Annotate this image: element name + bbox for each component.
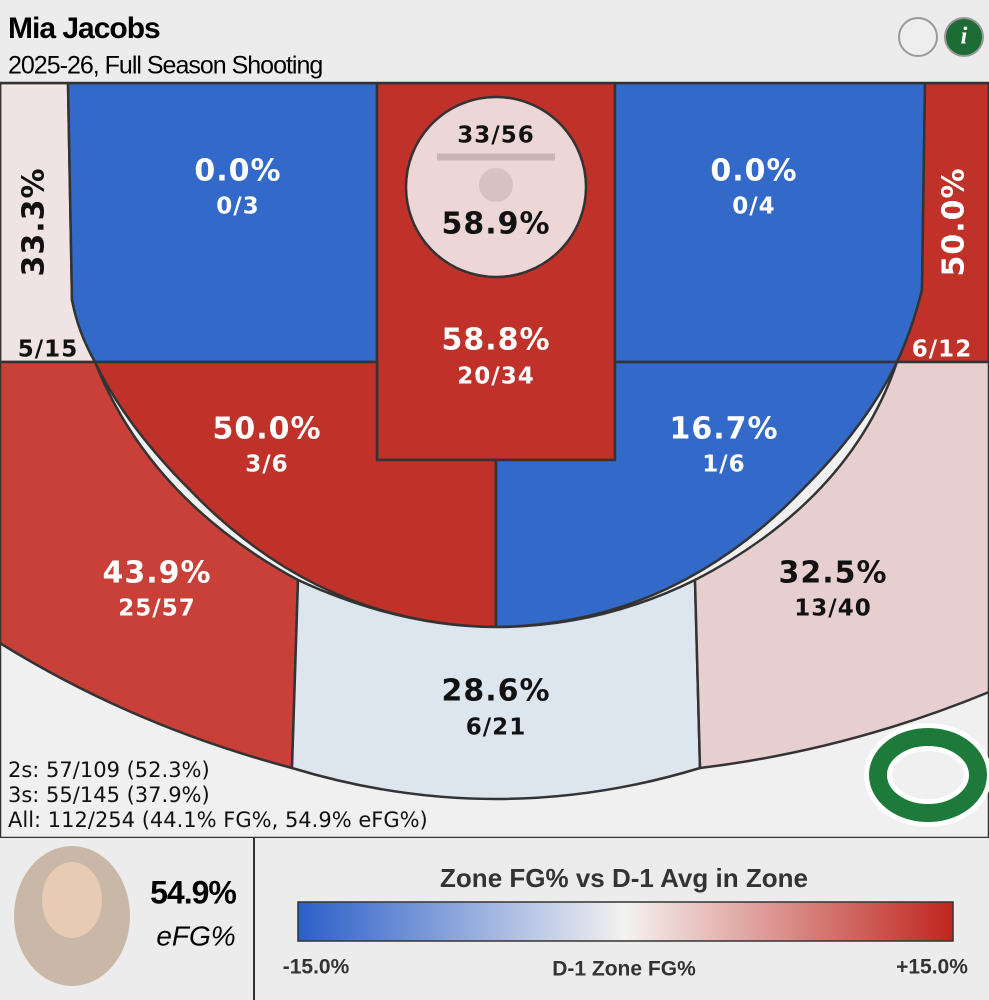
- zone-count: 5/15: [18, 337, 78, 363]
- zone-count: 25/57: [118, 596, 195, 622]
- zone: [693, 360, 989, 770]
- legend-title: Zone FG% vs D-1 Avg in Zone: [440, 863, 808, 893]
- zone-count: 6/21: [466, 715, 526, 741]
- zone: [66, 83, 379, 364]
- zone: [613, 83, 927, 364]
- zone-pct: 16.7%: [669, 412, 778, 447]
- zone-pct: 32.5%: [778, 556, 887, 591]
- summary-line: 3s: 55/145 (37.9%): [8, 783, 210, 807]
- zone-pct: 0.0%: [710, 154, 797, 189]
- zone: [290, 578, 702, 801]
- player-face: [42, 862, 102, 938]
- zone-pct: 50.0%: [937, 167, 972, 276]
- efg-value: 54.9%: [150, 874, 236, 910]
- summary-line: All: 112/254 (44.1% FG%, 54.9% eFG%): [8, 808, 428, 832]
- toggle-button[interactable]: [898, 17, 938, 57]
- zone-pct: 33.3%: [17, 167, 52, 276]
- zone-pct: 0.0%: [194, 154, 281, 189]
- efg-label: eFG%: [156, 920, 235, 951]
- scale-center: D-1 Zone FG%: [552, 958, 696, 981]
- info-button[interactable]: [944, 17, 984, 57]
- zone-count: 3/6: [245, 452, 288, 478]
- info-icon[interactable]: i: [961, 24, 968, 50]
- zone-count: 0/3: [216, 194, 259, 220]
- subtitle: 2025-26, Full Season Shooting: [8, 52, 322, 80]
- color-scale: [297, 901, 954, 942]
- rim: [479, 168, 513, 202]
- summary-line: 2s: 57/109 (52.3%): [8, 758, 210, 782]
- scale-min: -15.0%: [283, 956, 350, 979]
- zone-count: 13/40: [794, 596, 871, 622]
- team-logo: [869, 728, 987, 822]
- zone-pct: 58.9%: [441, 207, 550, 242]
- zone-pct: 43.9%: [102, 556, 211, 591]
- court: [0, 83, 989, 838]
- player-name: Mia Jacobs: [8, 12, 160, 45]
- zone-count: 33/56: [457, 123, 534, 149]
- scale-max: +15.0%: [896, 956, 968, 979]
- zone-pct: 28.6%: [441, 674, 550, 709]
- zone-pct: 50.0%: [212, 412, 321, 447]
- zone-count: 0/4: [732, 194, 775, 220]
- zone-pct: 58.8%: [441, 323, 550, 358]
- zone-count: 1/6: [702, 452, 745, 478]
- zone-count: 20/34: [457, 364, 534, 390]
- zone-count: 6/12: [912, 337, 972, 363]
